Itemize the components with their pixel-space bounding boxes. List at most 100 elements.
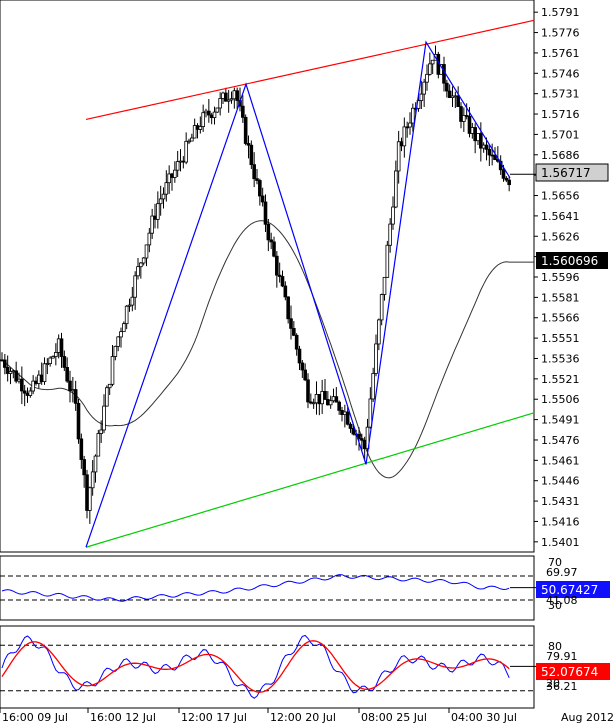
candle-up (422, 81, 426, 95)
candle-up (110, 356, 115, 385)
candle-down (5, 367, 10, 374)
candle-up (476, 133, 480, 142)
candle-up (102, 405, 106, 431)
candle-up (48, 357, 52, 364)
candle-down (0, 359, 4, 362)
candle-down (76, 402, 81, 440)
stoch-k-line (1, 634, 510, 699)
candle-down (362, 439, 367, 450)
rsi-level-30-label: 30 (548, 599, 562, 612)
candle-up (99, 429, 103, 434)
candle-up (130, 296, 135, 306)
candle-up (105, 387, 109, 407)
candle-up (190, 137, 194, 142)
candle-up (470, 127, 475, 134)
candle-up (425, 73, 429, 83)
candle-down (490, 154, 494, 157)
candle-up (8, 371, 13, 374)
candle-down (243, 116, 248, 144)
candle-down (209, 114, 214, 119)
candle-down (39, 374, 44, 383)
x-tick-label: 12:00 20 Jul (270, 711, 336, 724)
candle-down (300, 362, 305, 371)
candle-up (462, 115, 466, 122)
candle-up (54, 352, 58, 357)
candle-up (328, 400, 333, 406)
candle-up (411, 107, 415, 124)
candle-up (147, 232, 152, 246)
candle-up (453, 95, 458, 98)
candle-down (258, 180, 262, 197)
candle-up (402, 126, 407, 147)
candle-up (320, 390, 324, 405)
candle-up (377, 319, 381, 345)
rsi-line (1, 574, 510, 602)
candle-down (334, 396, 339, 403)
rsi-layer (0, 574, 536, 602)
ma-badge: 1.560696 (536, 252, 608, 269)
candle-up (198, 126, 203, 130)
candle-up (450, 95, 455, 98)
y-tick-label: 1.5701 (541, 128, 580, 141)
candle-up (187, 140, 191, 143)
candle-down (309, 401, 313, 404)
candle-down (504, 177, 509, 181)
y-tick-label: 1.5716 (541, 108, 580, 121)
candle-down (445, 82, 449, 92)
candle-up (365, 426, 370, 450)
candle-down (303, 369, 307, 381)
candle-down (252, 164, 256, 180)
y-tick-label: 1.5626 (541, 230, 580, 243)
candle-up (201, 112, 205, 127)
candle-up (161, 193, 166, 200)
candle-up (113, 345, 118, 357)
candle-up (215, 107, 220, 113)
candle-up (51, 356, 55, 359)
candle-up (56, 338, 61, 353)
candle-down (277, 274, 282, 277)
candle-up (119, 331, 123, 338)
candle-up (139, 262, 143, 268)
candle-down (297, 348, 302, 364)
price-panel (0, 0, 535, 553)
candle-down (294, 334, 299, 350)
candle-up (218, 98, 222, 109)
rsi-current-badge: 50.67427 (536, 581, 610, 598)
candle-up (379, 294, 384, 321)
stoch-current-label: 52.07674 (541, 665, 598, 679)
candle-down (246, 143, 251, 146)
candle-up (212, 111, 217, 119)
candle-up (396, 141, 401, 172)
support-trendline (85, 412, 535, 548)
candle-up (88, 487, 92, 511)
stochastic-layer (0, 634, 536, 699)
candle-down (317, 394, 322, 405)
x-tick-label: 16:00 12 Jul (90, 711, 156, 724)
candle-up (144, 244, 149, 259)
candle-down (65, 367, 69, 382)
candle-down (507, 179, 511, 186)
candle-down (399, 141, 404, 147)
candle-down (272, 241, 276, 257)
candle-down (405, 126, 409, 129)
candle-up (127, 304, 132, 307)
candle-down (447, 90, 452, 98)
candle-down (467, 115, 472, 134)
candle-down (260, 195, 265, 203)
time-axis (0, 708, 450, 713)
candle-up (371, 373, 375, 400)
y-tick-label: 1.5761 (541, 47, 580, 60)
candle-down (459, 106, 463, 122)
x-tick-label: 04:00 30 Jul (451, 711, 517, 724)
candle-down (269, 239, 273, 243)
candle-down (283, 285, 288, 298)
candle-down (292, 327, 296, 336)
candle-down (20, 378, 24, 392)
candle-down (3, 359, 7, 368)
candle-down (351, 428, 356, 435)
candle-up (314, 394, 319, 404)
candle-down (22, 390, 27, 394)
x-tick-label: Aug 2012 (561, 711, 613, 724)
